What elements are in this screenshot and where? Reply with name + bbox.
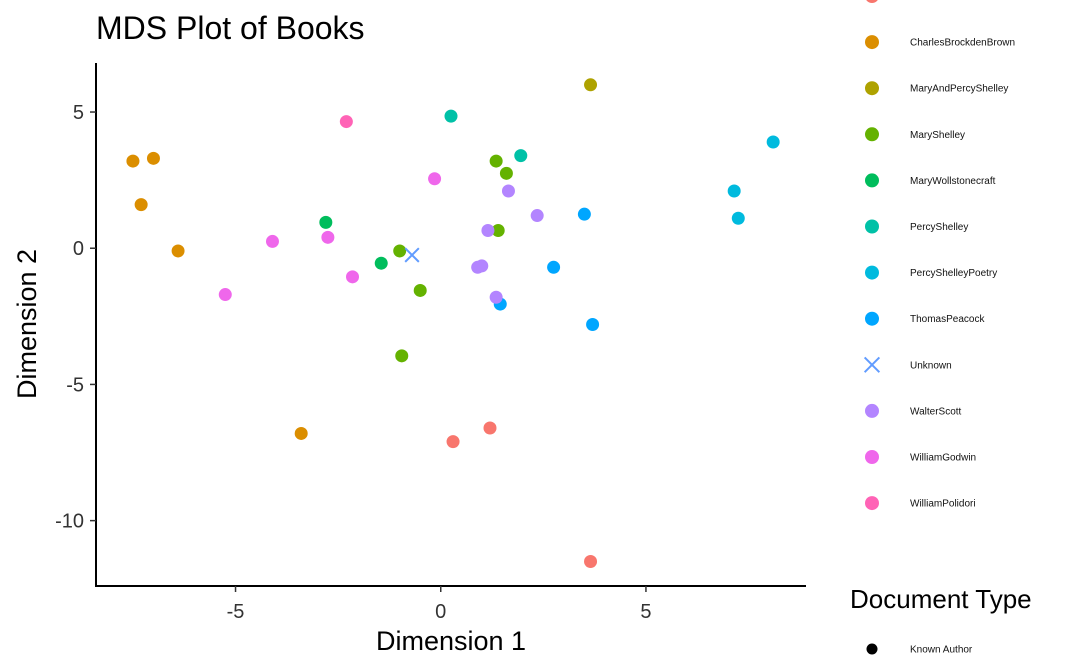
legend-item-thomaspeacock: ThomasPeacock — [865, 311, 985, 326]
point-percyshelley-1 — [444, 109, 458, 123]
point-percyshelleypoetry-3 — [731, 211, 745, 225]
point-williamgodwin-2 — [265, 234, 279, 248]
legend-key-unlabeled — [866, 0, 878, 3]
y-axis-ticks: 5 0 -5 -10 — [55, 102, 96, 533]
legend-item-williampolidori: WilliamPolidori — [865, 496, 976, 511]
point-unlabeled-2 — [483, 421, 497, 435]
legend-key-williamgodwin — [865, 450, 879, 464]
legend-key-walterscott — [865, 403, 879, 418]
point-williamgodwin-3 — [321, 230, 335, 244]
legend-item-marywollstonecraft: MaryWollstonecraft — [865, 173, 996, 188]
point-charlesbrockdenbrown-2 — [146, 151, 160, 165]
legend-document-type-title: Document Type — [850, 584, 1032, 614]
legend-item-charlesbrockdenbrown: CharlesBrockdenBrown — [865, 35, 1015, 50]
legend-key-marywollstonecraft — [865, 173, 879, 188]
legend-item-percyshelley: PercyShelley — [865, 219, 968, 234]
legend2-label-known-author: Known Author — [910, 645, 973, 656]
legend-label-unknown: Unknown — [910, 360, 952, 371]
point-walterscott-3 — [481, 224, 495, 238]
legend-label-percyshelleypoetry: PercyShelleyPoetry — [910, 268, 997, 279]
legend-key-maryandpercyshelley — [865, 81, 879, 96]
legend-label-williamgodwin: WilliamGodwin — [910, 453, 976, 464]
point-thomaspeacock-2 — [547, 260, 561, 274]
point-percyshelleypoetry-2 — [727, 184, 741, 198]
x-tick-label-0: 0 — [435, 601, 446, 623]
point-thomaspeacock-1 — [577, 207, 591, 221]
point-charlesbrockdenbrown-4 — [171, 244, 185, 258]
chart-title: MDS Plot of Books — [96, 10, 365, 46]
legend-label-williampolidori: WilliamPolidori — [910, 499, 976, 510]
y-tick-label-5: -5 — [66, 374, 84, 396]
x-tick-label-5: -5 — [227, 601, 245, 623]
legend-key-maryshelley — [865, 127, 879, 142]
legend2-key-known-author — [866, 643, 878, 655]
point-unlabeled-1 — [446, 435, 460, 449]
point-charlesbrockdenbrown-5 — [294, 426, 308, 440]
legend-label-thomaspeacock: ThomasPeacock — [910, 314, 985, 325]
point-williamgodwin-4 — [346, 270, 360, 284]
x-axis-ticks: -5 0 5 — [227, 586, 652, 623]
point-williamgodwin-1 — [428, 172, 442, 186]
point-walterscott-6 — [489, 290, 503, 304]
point-walterscott-1 — [501, 184, 515, 198]
point-maryandpercyshelley-1 — [584, 78, 598, 92]
legend-item-percyshelleypoetry: PercyShelleyPoetry — [865, 265, 997, 280]
x-axis-title: Dimension 1 — [376, 626, 526, 656]
point-unknown-1-stroke-b — [404, 247, 420, 263]
point-williamgodwin-5 — [218, 288, 232, 302]
point-unlabeled-3 — [584, 554, 598, 568]
legend-label-maryshelley: MaryShelley — [910, 130, 965, 141]
plot-area — [126, 78, 780, 568]
point-walterscott-2 — [530, 209, 544, 223]
y-tick-label-5: 5 — [73, 102, 84, 124]
point-maryshelley-3 — [395, 349, 409, 363]
point-maryshelley-1 — [393, 244, 407, 258]
point-charlesbrockdenbrown-1 — [126, 154, 140, 168]
point-thomaspeacock-3 — [586, 318, 600, 331]
legend-item-williamgodwin: WilliamGodwin — [865, 450, 976, 464]
point-williampolidori-1 — [339, 115, 353, 129]
legend-key-percyshelley — [865, 219, 879, 234]
legend-key-percyshelleypoetry — [865, 265, 879, 280]
point-percyshelleypoetry-1 — [766, 135, 780, 149]
y-tick-label-10: -10 — [55, 511, 84, 533]
legend-label-percyshelley: PercyShelley — [910, 222, 968, 233]
legend-label-charlesbrockdenbrown: CharlesBrockdenBrown — [910, 38, 1015, 49]
point-marywollstonecraft-2 — [374, 256, 388, 270]
legend-label-maryandpercyshelley: MaryAndPercyShelley — [910, 84, 1008, 95]
legend-key-williampolidori — [865, 496, 879, 511]
legend-document-type: Known Author — [866, 643, 973, 656]
legend-key-unknown — [863, 356, 881, 373]
point-maryshelley-2 — [413, 283, 427, 297]
point-maryshelley-6 — [491, 224, 505, 238]
y-tick-label-0: 0 — [73, 238, 84, 260]
point-percyshelley-2 — [514, 149, 528, 163]
point-walterscott-5 — [475, 259, 489, 273]
point-maryshelley-4 — [489, 154, 503, 168]
legend-key-thomaspeacock — [865, 311, 879, 326]
point-charlesbrockdenbrown-3 — [134, 198, 148, 212]
legend-item-unknown: Unknown — [863, 356, 952, 373]
legend2-item-known-author: Known Author — [866, 643, 973, 656]
legend-key-unknown-stroke-b — [863, 356, 881, 373]
point-unknown-1 — [404, 247, 420, 263]
legend-item-walterscott: WalterScott — [865, 403, 962, 418]
x-tick-label-5: 5 — [640, 601, 651, 623]
legend-author: CharlesBrockdenBrown MaryAndPercyShelley M… — [863, 0, 1015, 511]
legend-item-maryshelley: MaryShelley — [865, 127, 965, 142]
legend-item-maryandpercyshelley: MaryAndPercyShelley — [865, 81, 1008, 96]
point-marywollstonecraft-1 — [319, 215, 333, 229]
legend-key-charlesbrockdenbrown — [865, 35, 879, 50]
legend-item-unlabeled — [866, 0, 878, 3]
y-axis-title: Dimension 2 — [12, 249, 42, 399]
legend-label-marywollstonecraft: MaryWollstonecraft — [910, 176, 996, 187]
point-maryshelley-5 — [499, 166, 513, 180]
legend-label-walterscott: WalterScott — [910, 406, 962, 417]
